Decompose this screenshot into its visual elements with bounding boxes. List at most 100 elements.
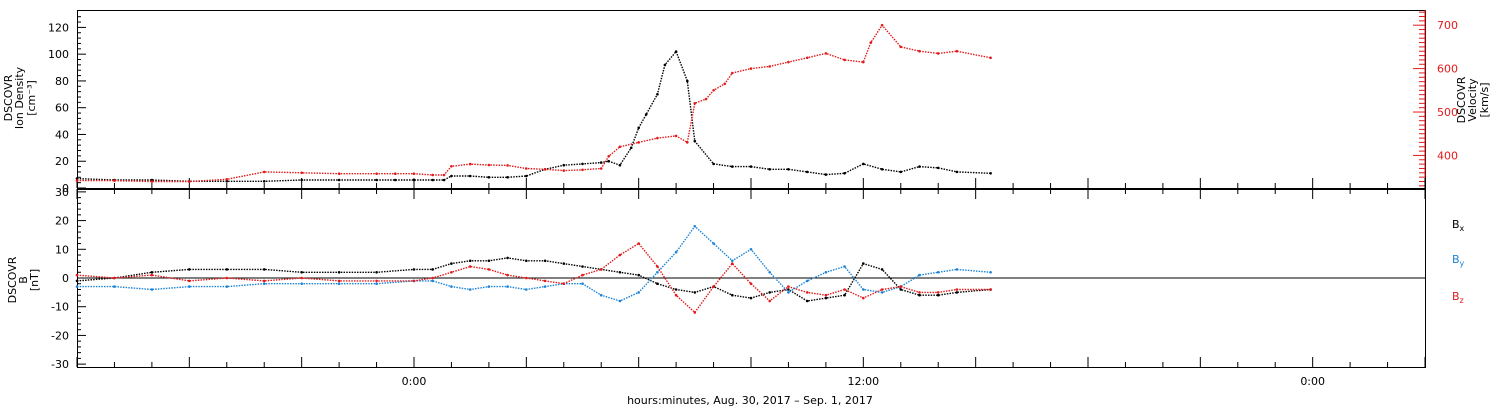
- bz-point: [300, 276, 304, 280]
- bx-point: [337, 271, 341, 274]
- bx-point: [899, 288, 903, 291]
- ion-density-point: [955, 170, 959, 174]
- by-point: [468, 288, 472, 291]
- ion-density-point: [693, 139, 697, 143]
- ion-density-point: [300, 178, 304, 182]
- time-tick-label: 0:00: [402, 375, 427, 388]
- bz-point: [225, 276, 229, 280]
- by-point: [300, 282, 304, 286]
- ion-density-point: [880, 168, 884, 171]
- legend: Bx By Bz: [1452, 218, 1465, 305]
- velocity-point: [693, 102, 697, 105]
- bz-point: [543, 279, 547, 283]
- bz-point: [693, 311, 697, 314]
- ion-density-axis-label-line-3: [cm⁻³]: [25, 80, 38, 116]
- ion-density-point: [337, 178, 341, 182]
- velocity-point: [113, 179, 116, 182]
- bx-point: [412, 268, 416, 271]
- by-point: [262, 282, 266, 286]
- ion-density-point: [749, 165, 753, 168]
- ion-density-point: [899, 170, 903, 174]
- ion-density-point: [487, 176, 491, 179]
- bz-point: [989, 288, 992, 291]
- by-point: [955, 268, 959, 271]
- by-point: [843, 265, 846, 268]
- b-tick-label: 20: [55, 215, 69, 228]
- by-point: [768, 271, 771, 274]
- bx-point: [936, 293, 940, 297]
- legend-by-main: B: [1452, 253, 1460, 266]
- b-tick-label: 30: [55, 186, 69, 199]
- legend-by: By: [1452, 253, 1465, 268]
- ion-density-point: [637, 126, 640, 130]
- by-point: [543, 285, 547, 288]
- ion-density-point: [450, 174, 453, 178]
- legend-bx: Bx: [1452, 218, 1465, 233]
- legend-bz-main: B: [1452, 290, 1460, 303]
- b-tick-label: -20: [51, 329, 69, 342]
- velocity-point: [704, 97, 708, 101]
- velocity-point: [431, 173, 435, 177]
- bx-point: [150, 271, 154, 274]
- ion-density-point: [731, 165, 734, 168]
- velocity-point: [731, 71, 734, 75]
- velocity-point: [862, 60, 865, 64]
- by-point: [712, 242, 715, 245]
- by-point: [656, 271, 659, 274]
- bz-point: [918, 291, 921, 294]
- by-point: [693, 225, 697, 228]
- velocity-point: [188, 180, 191, 183]
- bx-point: [843, 293, 846, 297]
- ion-density-point: [644, 113, 648, 116]
- ion-density-point: [468, 174, 472, 178]
- bz-point: [113, 276, 116, 280]
- legend-bz: Bz: [1452, 290, 1464, 305]
- by-point: [487, 285, 491, 288]
- by-point: [862, 288, 865, 291]
- velocity-point: [225, 178, 229, 181]
- bz-point: [618, 253, 622, 257]
- magnetic-field-data: [75, 225, 992, 314]
- velocity-point: [450, 165, 453, 168]
- ion-density-point: [686, 79, 689, 83]
- bx-point: [805, 299, 809, 303]
- velocity-point: [599, 167, 603, 170]
- by-point: [824, 271, 828, 274]
- bz-point: [337, 279, 341, 283]
- bz-point: [412, 279, 416, 283]
- ion-density-point: [412, 178, 416, 182]
- velocity-trace: [77, 24, 991, 183]
- bz-point: [188, 279, 191, 283]
- by-point: [805, 279, 809, 283]
- x-axis-label: hours:minutes, Aug. 30, 2017 – Sep. 1, 2…: [627, 394, 873, 407]
- bx-point: [225, 268, 229, 271]
- ion-density-point: [375, 178, 378, 182]
- bz-point: [843, 288, 846, 291]
- magnetic-field-axis-label-line-2: B: [17, 276, 30, 284]
- by-point: [731, 259, 734, 263]
- velocity-point: [300, 171, 304, 175]
- ion-density-point: [989, 172, 992, 175]
- bx-point: [637, 273, 640, 277]
- ion-density-point: [394, 178, 397, 182]
- bx-point: [749, 296, 753, 300]
- bz-point: [506, 273, 509, 277]
- velocity-point: [487, 163, 491, 167]
- by-point: [431, 279, 435, 283]
- bx-point: [768, 291, 771, 294]
- by-point: [637, 291, 640, 294]
- velocity-point: [337, 172, 341, 175]
- bz-trace: [76, 242, 991, 314]
- ion-density-point: [663, 63, 667, 67]
- density-tick-label: 0: [62, 182, 69, 195]
- velocity-point: [412, 172, 416, 175]
- time-tick-label: 0:00: [1300, 375, 1325, 388]
- bz-point: [375, 279, 378, 283]
- velocity-point: [525, 167, 528, 170]
- velocity-point: [375, 172, 378, 175]
- bx-point: [487, 259, 491, 263]
- ion-density-point: [629, 146, 633, 150]
- by-point: [506, 285, 509, 288]
- density-tick-label: 80: [55, 75, 69, 88]
